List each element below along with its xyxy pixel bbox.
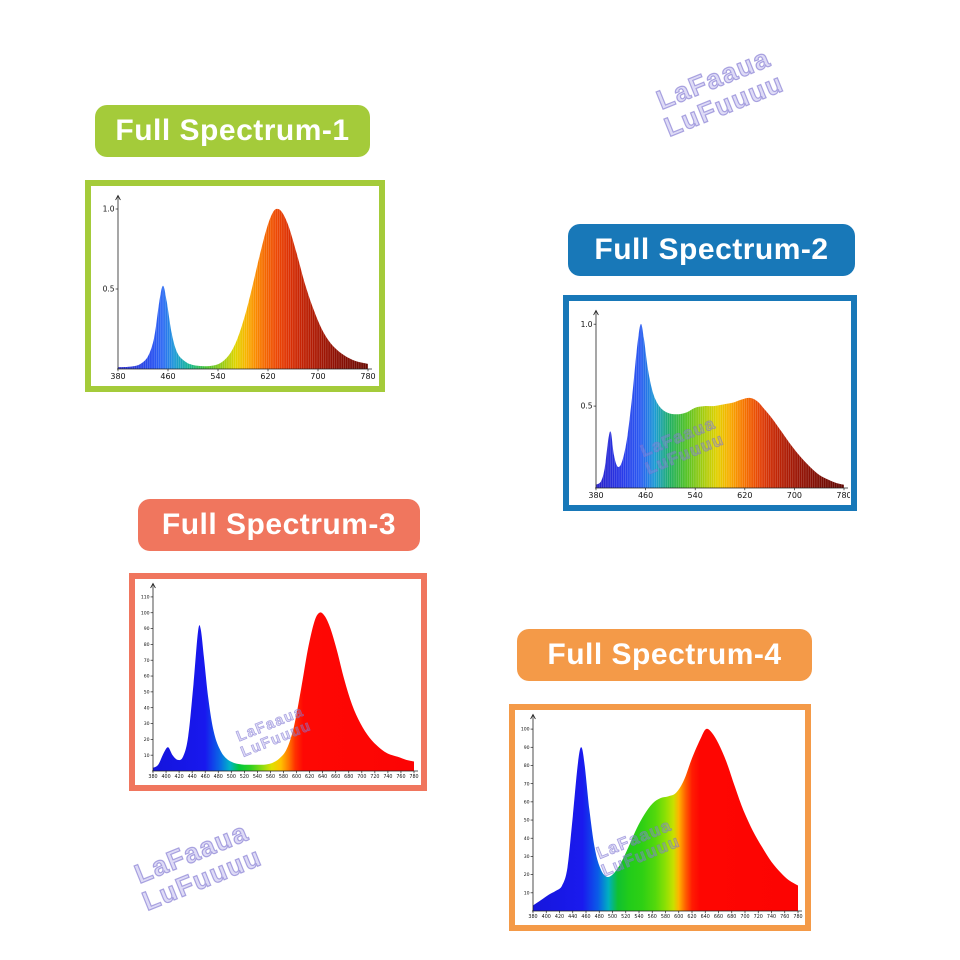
svg-text:70: 70 (524, 781, 530, 787)
svg-text:460: 460 (160, 372, 175, 381)
svg-text:600: 600 (292, 774, 301, 780)
spectrum-chart-3: 380 400 420 440 460 480 500 520 540 560 580 600 620 6… (141, 582, 419, 780)
svg-text:10: 10 (524, 890, 530, 896)
svg-text:780: 780 (836, 491, 850, 500)
svg-text:20: 20 (524, 872, 530, 878)
svg-text:60: 60 (144, 674, 150, 680)
svg-text:380: 380 (528, 914, 537, 920)
svg-text:1.0: 1.0 (581, 320, 593, 329)
svg-text:680: 680 (344, 774, 353, 780)
svg-text:780: 780 (360, 372, 375, 381)
svg-text:480: 480 (595, 914, 604, 920)
svg-text:660: 660 (714, 914, 723, 920)
svg-text:20: 20 (144, 737, 150, 743)
svg-text:110: 110 (141, 595, 150, 601)
svg-text:440: 440 (188, 774, 197, 780)
svg-text:30: 30 (524, 854, 530, 860)
svg-text:740: 740 (767, 914, 776, 920)
svg-text:760: 760 (396, 774, 405, 780)
svg-text:700: 700 (787, 491, 802, 500)
svg-text:0.5: 0.5 (581, 402, 593, 411)
svg-text:400: 400 (542, 914, 551, 920)
spectrum-chart-1: 380 460 540 620 700 780 0.5 1.0 (103, 194, 376, 381)
svg-text:700: 700 (740, 914, 749, 920)
svg-text:620: 620 (305, 774, 314, 780)
svg-text:460: 460 (638, 491, 653, 500)
svg-text:460: 460 (581, 914, 590, 920)
svg-text:540: 540 (634, 914, 643, 920)
svg-text:580: 580 (279, 774, 288, 780)
svg-text:0.5: 0.5 (103, 285, 115, 294)
svg-text:520: 520 (621, 914, 630, 920)
svg-text:70: 70 (144, 658, 150, 664)
svg-text:620: 620 (687, 914, 696, 920)
svg-text:540: 540 (210, 372, 225, 381)
svg-text:50: 50 (144, 689, 150, 695)
svg-text:720: 720 (754, 914, 763, 920)
svg-text:560: 560 (266, 774, 275, 780)
svg-text:440: 440 (568, 914, 577, 920)
svg-text:380: 380 (110, 372, 125, 381)
watermark: LaFaaua LuFuuuu (652, 42, 789, 143)
svg-text:500: 500 (227, 774, 236, 780)
svg-text:600: 600 (674, 914, 683, 920)
svg-text:620: 620 (737, 491, 752, 500)
svg-text:580: 580 (661, 914, 670, 920)
svg-text:540: 540 (253, 774, 262, 780)
spectrum-chart-frame-4: 380 400 420 440 460 480 500 520 540 560 580 600 620 6… (509, 704, 811, 931)
svg-text:520: 520 (240, 774, 249, 780)
svg-text:420: 420 (175, 774, 184, 780)
svg-text:660: 660 (331, 774, 340, 780)
svg-text:780: 780 (793, 914, 802, 920)
svg-text:720: 720 (370, 774, 379, 780)
spectrum-chart-frame-2: 380 460 540 620 700 780 0.5 1.0 (563, 295, 857, 511)
spectrum-chart-frame-1: 380 460 540 620 700 780 0.5 1.0 (85, 180, 385, 392)
svg-text:90: 90 (144, 626, 150, 632)
svg-text:560: 560 (648, 914, 657, 920)
spectrum-label-badge-3: Full Spectrum-3 (138, 499, 420, 551)
svg-text:400: 400 (161, 774, 170, 780)
svg-text:30: 30 (144, 721, 150, 727)
svg-text:740: 740 (383, 774, 392, 780)
svg-text:460: 460 (201, 774, 210, 780)
svg-text:480: 480 (214, 774, 223, 780)
svg-text:50: 50 (524, 818, 530, 824)
spectrum-label-badge-4: Full Spectrum-4 (517, 629, 812, 681)
svg-text:1.0: 1.0 (103, 205, 115, 214)
svg-text:640: 640 (701, 914, 710, 920)
svg-text:60: 60 (524, 799, 530, 805)
spectrum-label-badge-2: Full Spectrum-2 (568, 224, 855, 276)
svg-text:380: 380 (148, 774, 157, 780)
svg-text:500: 500 (608, 914, 617, 920)
spectrum-chart-4: 380 400 420 440 460 480 500 520 540 560 580 600 620 6… (521, 713, 803, 920)
spectrum-label-badge-1: Full Spectrum-1 (95, 105, 370, 157)
svg-text:700: 700 (310, 372, 325, 381)
svg-text:420: 420 (555, 914, 564, 920)
svg-text:640: 640 (318, 774, 327, 780)
svg-text:40: 40 (524, 836, 530, 842)
svg-text:100: 100 (141, 610, 150, 616)
svg-text:540: 540 (688, 491, 703, 500)
spectrum-chart-2: 380 460 540 620 700 780 0.5 1.0 (581, 309, 850, 500)
svg-text:90: 90 (524, 745, 530, 751)
svg-text:100: 100 (521, 727, 530, 733)
svg-text:80: 80 (524, 763, 530, 769)
svg-text:700: 700 (357, 774, 366, 780)
svg-text:760: 760 (780, 914, 789, 920)
svg-text:80: 80 (144, 642, 150, 648)
svg-text:10: 10 (144, 753, 150, 759)
watermark: LaFaaua LuFuuuu (130, 816, 267, 917)
svg-text:40: 40 (144, 705, 150, 711)
svg-text:620: 620 (260, 372, 275, 381)
svg-text:780: 780 (409, 774, 418, 780)
svg-text:680: 680 (727, 914, 736, 920)
svg-text:380: 380 (588, 491, 603, 500)
spectrum-chart-frame-3: 380 400 420 440 460 480 500 520 540 560 580 600 620 6… (129, 573, 427, 791)
